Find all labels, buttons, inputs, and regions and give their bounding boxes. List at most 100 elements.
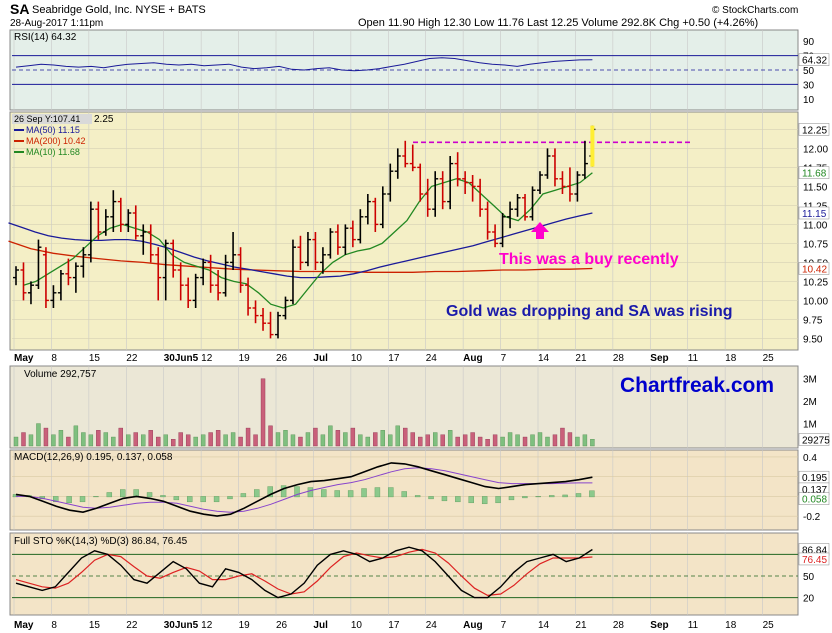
volume-bar <box>358 434 363 447</box>
volume-bar <box>395 425 400 447</box>
x-tick-label-bottom: 17 <box>388 620 400 631</box>
macd-histogram-bar <box>160 495 166 498</box>
x-tick-label-bottom: May <box>14 620 34 631</box>
volume-bar <box>335 430 341 447</box>
volume-bar <box>148 430 153 447</box>
ohlc-bar <box>462 171 469 194</box>
ohlc-bar <box>319 247 326 274</box>
volume-bar <box>350 427 356 447</box>
volume-bar <box>575 436 580 447</box>
sto-panel <box>9 532 799 616</box>
volume-bar <box>58 430 64 447</box>
ohlc-bar <box>492 224 499 248</box>
ohlc-bar <box>50 285 57 308</box>
ma50-legend: MA(50) 11.15 <box>26 125 80 135</box>
volume-bar <box>403 427 408 447</box>
axis-labels: MayMay881515222230Jun530Jun5121219192626… <box>14 37 830 631</box>
ohlc-bar <box>432 171 439 217</box>
ohlc-bar <box>409 144 416 172</box>
x-tick-label-bottom: 11 <box>688 620 699 631</box>
volume-bar <box>462 434 468 447</box>
x-tick-label: May <box>14 353 34 364</box>
volume-bar <box>223 434 228 447</box>
ohlc-bar <box>132 205 139 240</box>
sto-series <box>12 546 798 599</box>
volume-bar <box>283 430 288 447</box>
ma50-tag-box <box>798 206 830 220</box>
ohlc-bar <box>544 148 551 179</box>
x-tick-label: 28 <box>613 353 625 364</box>
ohlc-bar <box>87 201 94 263</box>
x-tick-label-bottom: 28 <box>613 620 625 631</box>
ma200-legend: MA(200) 10.42 <box>26 136 86 146</box>
ohlc-bar <box>439 171 446 210</box>
date-label: 28-Aug-2017 1:11pm <box>10 18 103 29</box>
volume-bar <box>418 436 423 447</box>
x-tick-label: 17 <box>388 353 400 364</box>
rsi-tick-label: 30 <box>803 80 815 91</box>
ohlc-bar <box>364 194 371 225</box>
ohlc-bar <box>110 190 117 232</box>
x-tick-label-bottom: 22 <box>126 620 138 631</box>
volume-bar <box>103 432 109 447</box>
x-tick-label: 11 <box>688 353 699 364</box>
volume-bar <box>275 432 281 447</box>
macd-histogram-bar <box>562 494 568 498</box>
macd-histogram-bar <box>495 496 501 504</box>
ohlc-bar <box>207 254 214 293</box>
ohlc-bar <box>95 201 102 240</box>
price-tick-label: 11.50 <box>803 182 828 193</box>
ohlc-bar <box>102 209 109 236</box>
company-label: Seabridge Gold, Inc. NYSE + BATS <box>32 4 206 16</box>
volume-bar <box>178 432 183 447</box>
volume-bar <box>163 434 168 447</box>
rsi-last-tag: 64.32 <box>802 56 827 67</box>
volume-bar <box>81 432 86 447</box>
volume-bar <box>500 436 505 447</box>
ohlc-bar <box>334 224 341 255</box>
cursor-readout-box <box>12 114 92 124</box>
macd-histogram-bar <box>468 496 474 504</box>
x-tick-label-bottom: 25 <box>763 620 775 631</box>
ohlc-bar <box>27 281 34 305</box>
buy-arrow-icon <box>531 222 549 239</box>
volume-bar <box>208 432 213 447</box>
macd-histogram-bar <box>53 496 59 503</box>
volume-bar <box>111 436 116 447</box>
volume-bar <box>515 434 520 447</box>
rsi-tick-label: 90 <box>803 37 815 48</box>
volume-bar <box>230 432 236 447</box>
macd-histogram-bar <box>120 489 126 498</box>
macd-histogram-bar <box>240 493 247 498</box>
x-tick-label: Aug <box>463 353 482 364</box>
volume-bar <box>470 432 475 447</box>
macd-histogram-bar <box>347 490 354 498</box>
macd-histogram-bar <box>481 496 488 505</box>
ohlc-bar <box>574 171 581 202</box>
ohlc-bar <box>297 235 304 270</box>
price-tick-label: 9.50 <box>803 334 823 345</box>
volume-bar <box>156 436 161 447</box>
ohlc-bar <box>192 273 199 308</box>
macd-histogram-bar <box>173 496 180 501</box>
ohlc-bar <box>185 277 192 308</box>
macd-histogram-bar <box>307 487 314 498</box>
ohlc-bar <box>387 163 394 202</box>
macd-tick-label: -0.2 <box>803 512 821 523</box>
volume-title: Volume 292,757 <box>24 369 97 380</box>
macd-histogram-bar <box>522 496 528 499</box>
volume-bar <box>560 427 565 447</box>
macd-histogram-bar <box>589 490 595 498</box>
last-price-tag: 12.25 <box>802 125 827 136</box>
rsi-series <box>12 55 798 85</box>
ohlc-bar <box>454 152 461 187</box>
x-tick-label: 30Jun5 <box>164 353 199 364</box>
x-tick-label-bottom: 15 <box>89 620 101 631</box>
ohlc-bar <box>289 239 296 305</box>
macd-histogram-bar <box>401 491 407 498</box>
cursor-readout: 26 Sep Y:107.41 <box>14 114 80 124</box>
macd-histogram-bar <box>321 489 327 498</box>
volume-last-tag: 29275 <box>802 435 830 446</box>
volume-bar <box>245 427 251 447</box>
volume-series <box>13 378 595 447</box>
